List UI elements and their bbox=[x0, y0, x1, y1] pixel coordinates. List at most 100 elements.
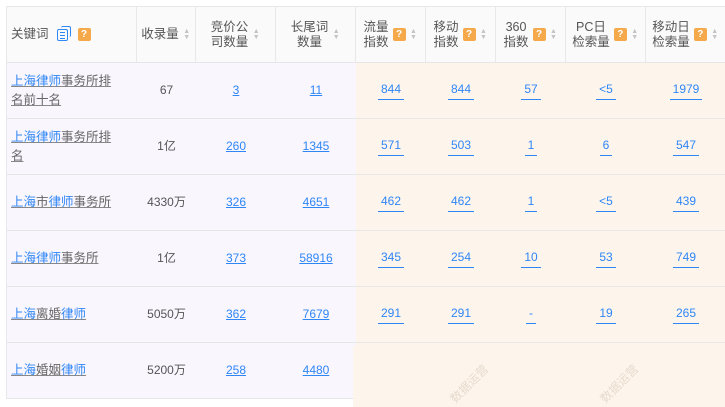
sort-icon[interactable]: ▲ ▼ bbox=[332, 27, 340, 41]
value-cell: 53 bbox=[566, 231, 646, 286]
keyword-link[interactable]: 上海律师事务所排名前十名 bbox=[11, 73, 112, 107]
sort-icon[interactable]: ▲ ▼ bbox=[410, 27, 417, 41]
value-cell: 254 bbox=[426, 231, 496, 286]
help-icon[interactable]: ? bbox=[613, 28, 627, 41]
header-col-6[interactable]: 360 指数? ▲ ▼ bbox=[496, 7, 566, 62]
header-col-5[interactable]: 移动 指数? ▲ ▼ bbox=[426, 7, 496, 62]
copy-icon[interactable] bbox=[56, 25, 71, 41]
value-link[interactable]: 265 bbox=[672, 306, 700, 324]
value-link[interactable]: 4480 bbox=[302, 363, 330, 377]
header-col-3[interactable]: 长尾词 数量 ▲ ▼ bbox=[276, 7, 356, 62]
value-link[interactable]: 749 bbox=[672, 250, 700, 268]
value-link[interactable]: 10 bbox=[521, 250, 541, 268]
value-link[interactable]: 1979 bbox=[669, 82, 703, 100]
keyword-link[interactable]: 上海律师事务所排名 bbox=[11, 129, 112, 163]
value-cell: 291 bbox=[356, 287, 426, 342]
table-row: 上海律师事务所排名前十名 67 3 11 844 844 57 <5 1979 bbox=[7, 63, 725, 119]
keyword-link[interactable]: 上海市律师事务所 bbox=[11, 195, 112, 209]
help-icon[interactable]: ? bbox=[462, 28, 476, 41]
sort-icon[interactable]: ▲ ▼ bbox=[480, 27, 487, 41]
keyword-cell: 上海律师事务所排名 bbox=[7, 119, 137, 174]
keyword-link[interactable]: 上海离婚律师 bbox=[11, 307, 87, 321]
value-link[interactable]: 571 bbox=[377, 138, 405, 156]
value-cell: 57 bbox=[496, 63, 566, 118]
keyword-link[interactable]: 上海婚姻律师 bbox=[11, 363, 87, 377]
help-icon[interactable]: ? bbox=[77, 28, 91, 41]
value-link[interactable]: - bbox=[526, 306, 536, 324]
header-col-2[interactable]: 竞价公 司数量 ▲ ▼ bbox=[196, 7, 276, 62]
help-icon[interactable]: ? bbox=[392, 28, 406, 41]
index-count: 4330万 bbox=[147, 195, 186, 209]
value-cell: 749 bbox=[646, 231, 725, 286]
value-link[interactable]: 844 bbox=[377, 82, 405, 100]
value-link[interactable]: 503 bbox=[447, 138, 475, 156]
header-label: PC日 检索量 bbox=[572, 19, 610, 49]
value-cell: 1979 bbox=[646, 63, 725, 118]
value-link[interactable]: 291 bbox=[447, 306, 475, 324]
value-link[interactable]: 11 bbox=[309, 83, 323, 97]
value-link[interactable]: 19 bbox=[596, 306, 616, 324]
sort-icon[interactable]: ▲ ▼ bbox=[550, 27, 557, 41]
value-cell: 58916 bbox=[276, 231, 356, 286]
value-link[interactable]: 1345 bbox=[302, 139, 330, 153]
value-link[interactable]: <5 bbox=[596, 82, 616, 100]
value-link[interactable]: <5 bbox=[596, 194, 616, 212]
value-cell: 345 bbox=[356, 231, 426, 286]
value-link[interactable]: 254 bbox=[447, 250, 475, 268]
value-link[interactable]: 3 bbox=[232, 83, 240, 97]
value-cell: <5 bbox=[566, 175, 646, 230]
value-cell: 67 bbox=[137, 63, 196, 118]
value-link[interactable]: 4651 bbox=[302, 195, 330, 209]
keyword-cell: 上海婚姻律师 bbox=[7, 343, 137, 398]
value-cell: 3 bbox=[196, 63, 276, 118]
value-link[interactable]: 462 bbox=[377, 194, 405, 212]
header-label: 移动日 检索量 bbox=[652, 19, 690, 49]
value-link[interactable]: 362 bbox=[225, 307, 247, 321]
value-cell: 291 bbox=[426, 287, 496, 342]
header-col-1[interactable]: 收录量 ▲ ▼ bbox=[137, 7, 196, 62]
value-link[interactable]: 53 bbox=[596, 250, 616, 268]
keyword-link[interactable]: 上海律师事务所 bbox=[11, 251, 99, 265]
sort-icon[interactable]: ▲ ▼ bbox=[711, 27, 719, 41]
sort-icon[interactable]: ▲ ▼ bbox=[183, 27, 191, 41]
help-icon[interactable]: ? bbox=[532, 28, 546, 41]
value-link[interactable]: 58916 bbox=[299, 251, 333, 265]
table-header: 关键词 ? 收录量 ▲ ▼ 竞价公 司数量 ▲ ▼ 长尾词 数量 ▲ ▼ 流量 指数? ▲ ▼ 移动 指… bbox=[7, 7, 725, 63]
value-link[interactable]: 844 bbox=[447, 82, 475, 100]
value-cell: 547 bbox=[646, 119, 725, 174]
value-link[interactable]: 1 bbox=[524, 138, 538, 156]
value-link[interactable]: 439 bbox=[672, 194, 700, 212]
value-link[interactable]: 1 bbox=[524, 194, 538, 212]
sort-icon[interactable]: ▲ ▼ bbox=[252, 27, 260, 41]
value-cell: - bbox=[496, 287, 566, 342]
value-cell: <5 bbox=[566, 63, 646, 118]
value-cell: 265 bbox=[646, 287, 725, 342]
value-cell: 326 bbox=[196, 175, 276, 230]
value-link[interactable]: 6 bbox=[599, 138, 613, 156]
value-link[interactable]: 7679 bbox=[302, 307, 330, 321]
value-link[interactable]: 462 bbox=[447, 194, 475, 212]
value-cell: 503 bbox=[426, 119, 496, 174]
value-cell: 373 bbox=[196, 231, 276, 286]
value-link[interactable]: 57 bbox=[521, 82, 541, 100]
value-link[interactable]: 345 bbox=[377, 250, 405, 268]
value-link[interactable]: 291 bbox=[377, 306, 405, 324]
header-col-7[interactable]: PC日 检索量? ▲ ▼ bbox=[566, 7, 646, 62]
header-col-8[interactable]: 移动日 检索量? ▲ ▼ bbox=[646, 7, 725, 62]
sort-icon[interactable]: ▲ ▼ bbox=[631, 27, 639, 41]
keyword-cell: 上海律师事务所 bbox=[7, 231, 137, 286]
index-count: 67 bbox=[159, 83, 174, 97]
help-icon[interactable]: ? bbox=[693, 28, 707, 41]
index-count: 5200万 bbox=[147, 363, 186, 377]
value-cell: 844 bbox=[426, 63, 496, 118]
value-cell: 1345 bbox=[276, 119, 356, 174]
value-link[interactable]: 260 bbox=[225, 139, 247, 153]
index-count: 1亿 bbox=[157, 139, 176, 153]
header-label: 360 指数 bbox=[503, 19, 529, 49]
value-link[interactable]: 326 bbox=[225, 195, 247, 209]
keyword-cell: 上海律师事务所排名前十名 bbox=[7, 63, 137, 118]
value-link[interactable]: 373 bbox=[225, 251, 247, 265]
value-link[interactable]: 547 bbox=[672, 138, 700, 156]
header-col-4[interactable]: 流量 指数? ▲ ▼ bbox=[356, 7, 426, 62]
value-link[interactable]: 258 bbox=[225, 363, 247, 377]
